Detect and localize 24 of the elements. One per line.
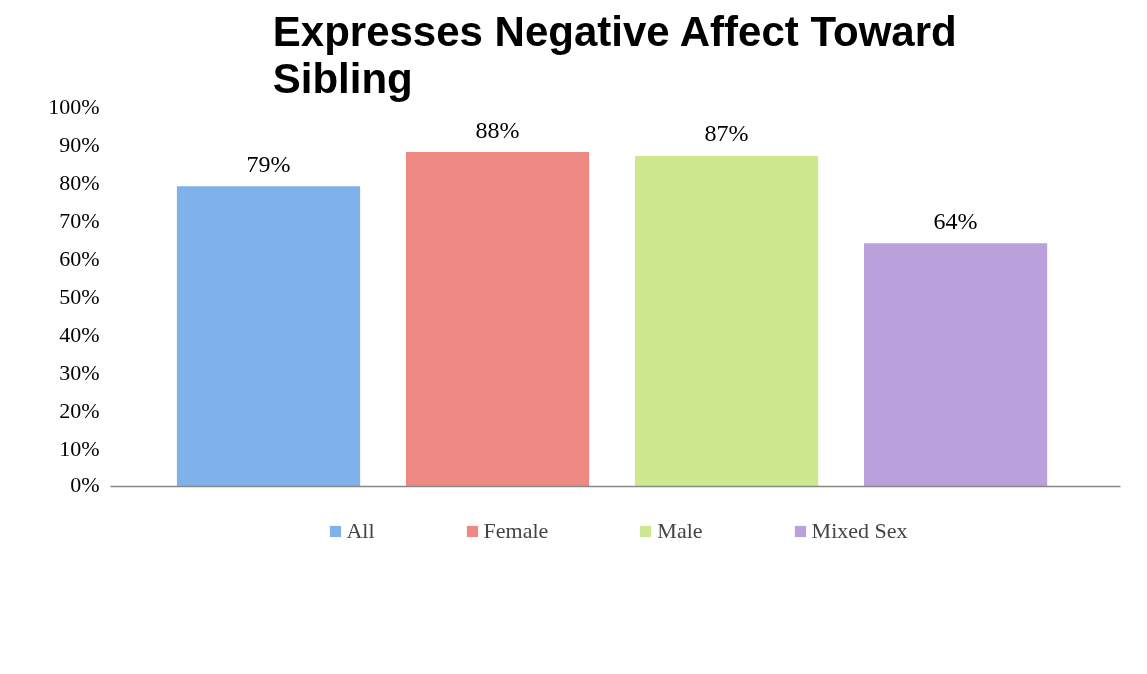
chart-title: Expresses Negative Affect Toward Sibling xyxy=(272,7,957,102)
legend-label: All xyxy=(346,518,375,544)
data-label: 64% xyxy=(933,207,978,234)
y-tick-label: 90% xyxy=(59,132,100,157)
y-tick-label: 70% xyxy=(59,208,100,233)
y-tick-label: 20% xyxy=(59,398,100,423)
y-tick-label: 10% xyxy=(59,436,100,461)
y-tick-label: 40% xyxy=(59,322,100,347)
bar xyxy=(176,186,361,487)
y-tick-label: 0% xyxy=(70,471,100,497)
bar xyxy=(863,243,1048,487)
bar xyxy=(405,152,590,487)
data-label: 88% xyxy=(475,116,520,143)
legend-label: Female xyxy=(483,518,549,544)
legend-label: Male xyxy=(657,518,703,544)
y-tick-label: 80% xyxy=(59,170,100,195)
data-label: 79% xyxy=(246,150,291,177)
data-label: 87% xyxy=(704,120,749,147)
y-tick-label: 50% xyxy=(59,284,100,309)
y-tick-label: 30% xyxy=(59,360,100,385)
legend-label: Mixed Sex xyxy=(811,518,908,544)
y-tick-label: 60% xyxy=(59,246,100,271)
y-tick-label: 100% xyxy=(48,94,100,119)
bar xyxy=(634,155,819,487)
